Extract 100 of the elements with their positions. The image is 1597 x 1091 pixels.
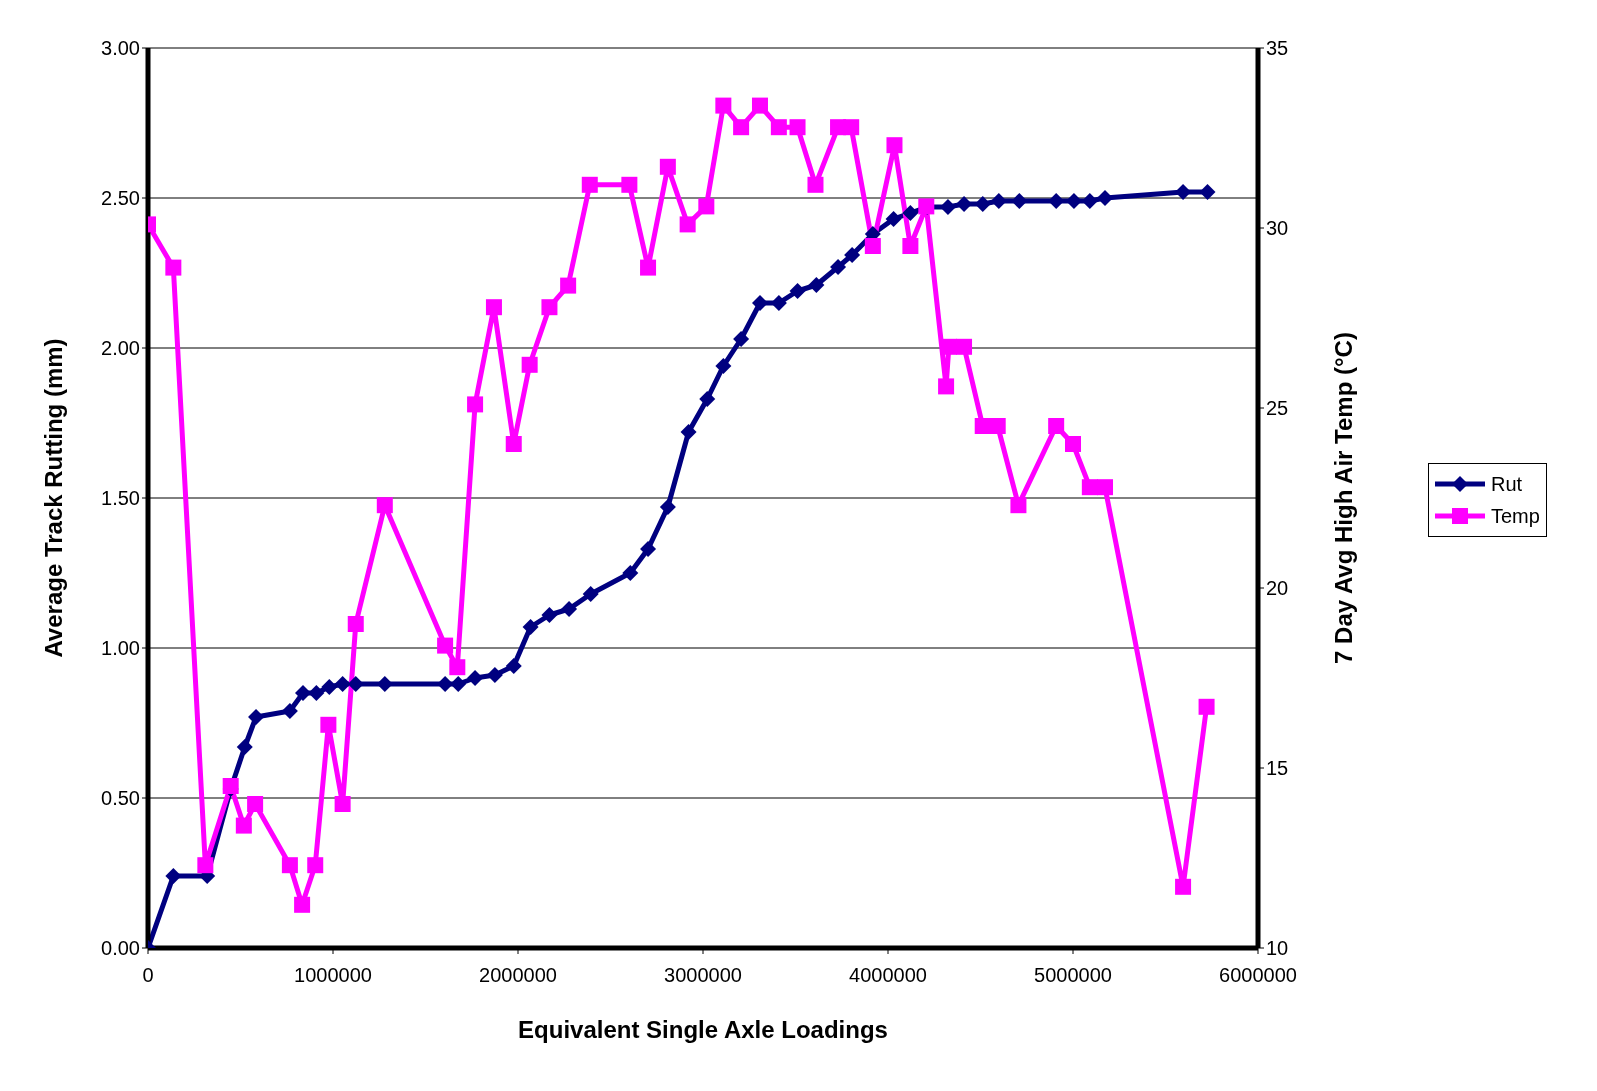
point — [321, 679, 338, 695]
point — [281, 857, 298, 874]
point — [522, 619, 539, 635]
legend-label: Rut — [1491, 472, 1523, 496]
point — [450, 676, 467, 692]
x-tick-label: 1000000 — [294, 964, 372, 987]
point — [807, 176, 824, 193]
point — [733, 331, 750, 347]
point — [733, 119, 750, 136]
point — [902, 205, 919, 221]
point — [561, 601, 578, 617]
y-tick-label: 3.00 — [101, 37, 140, 60]
point — [938, 378, 955, 395]
point — [334, 676, 351, 692]
point — [751, 295, 768, 311]
point — [320, 716, 337, 733]
point — [1199, 184, 1216, 200]
y-tick-label: 2.00 — [101, 337, 140, 360]
point — [197, 857, 214, 874]
point — [789, 283, 806, 299]
point — [247, 796, 264, 812]
point — [990, 193, 1007, 209]
point — [449, 659, 466, 676]
point — [1097, 190, 1113, 206]
point — [486, 667, 503, 683]
y2-tick-label: 30 — [1266, 217, 1289, 240]
point — [1175, 878, 1192, 895]
point — [715, 358, 732, 374]
x-axis-title: Equivalent Single Axle Loadings — [518, 1016, 888, 1043]
x-tick-label: 4000000 — [849, 964, 927, 987]
x-tick-label: 0 — [142, 964, 154, 987]
point — [956, 338, 973, 355]
point — [621, 176, 638, 193]
point — [165, 259, 182, 276]
point — [307, 857, 324, 874]
point — [1048, 418, 1065, 434]
point — [844, 247, 861, 263]
point — [347, 676, 364, 692]
point — [294, 896, 311, 913]
point — [248, 709, 265, 725]
point — [308, 685, 325, 701]
point — [622, 565, 639, 581]
y2-tick-label: 15 — [1266, 757, 1289, 780]
point — [1198, 698, 1215, 715]
point — [699, 391, 716, 407]
point — [485, 299, 502, 316]
y2-tick-label: 25 — [1266, 397, 1289, 420]
y-tick-label: 1.00 — [101, 637, 140, 660]
point — [659, 499, 676, 515]
x-tick-label: 6000000 — [1219, 964, 1297, 987]
point — [715, 97, 732, 114]
x-tick-label: 5000000 — [1034, 964, 1112, 987]
point — [640, 541, 657, 557]
point — [698, 198, 715, 215]
y-axis-title: Average Track Rutting (mm) — [39, 338, 67, 658]
point — [843, 119, 860, 136]
point — [541, 607, 558, 623]
y-tick-label: 0.00 — [101, 937, 140, 960]
point — [770, 119, 787, 136]
point — [505, 436, 522, 452]
point — [1010, 497, 1027, 514]
point — [467, 670, 484, 686]
point — [751, 97, 768, 114]
x-tick-label: 3000000 — [664, 964, 742, 987]
point — [1081, 479, 1098, 496]
point — [165, 868, 182, 884]
point — [467, 396, 484, 413]
point — [808, 277, 825, 293]
point — [437, 637, 454, 654]
point — [582, 586, 599, 602]
point — [989, 418, 1006, 434]
point — [679, 216, 696, 233]
point — [376, 497, 393, 514]
point — [902, 238, 919, 254]
x-tick-label: 2000000 — [479, 964, 557, 987]
y2-tick-label: 35 — [1266, 37, 1289, 60]
y2-tick-label: 20 — [1266, 577, 1289, 600]
point — [974, 418, 991, 434]
point — [1097, 479, 1114, 496]
point — [236, 739, 253, 755]
point — [521, 356, 538, 373]
point — [505, 658, 522, 674]
point — [885, 211, 902, 227]
point — [789, 119, 806, 136]
y-tick-label: 0.50 — [101, 787, 140, 810]
y2-axis-title: 7 Day Avg High Air Temp (°C) — [1329, 332, 1357, 664]
y2-tick-label: 10 — [1266, 937, 1289, 960]
y-tick-label: 1.50 — [101, 487, 140, 510]
point — [581, 176, 598, 193]
point — [864, 238, 881, 254]
point — [659, 158, 676, 175]
point — [640, 259, 657, 276]
point — [281, 703, 298, 719]
point — [1011, 193, 1028, 209]
y-tick-label: 2.50 — [101, 187, 140, 210]
point — [334, 796, 351, 812]
point — [1065, 436, 1081, 452]
point — [235, 817, 252, 834]
point — [830, 259, 847, 275]
point — [541, 299, 558, 316]
